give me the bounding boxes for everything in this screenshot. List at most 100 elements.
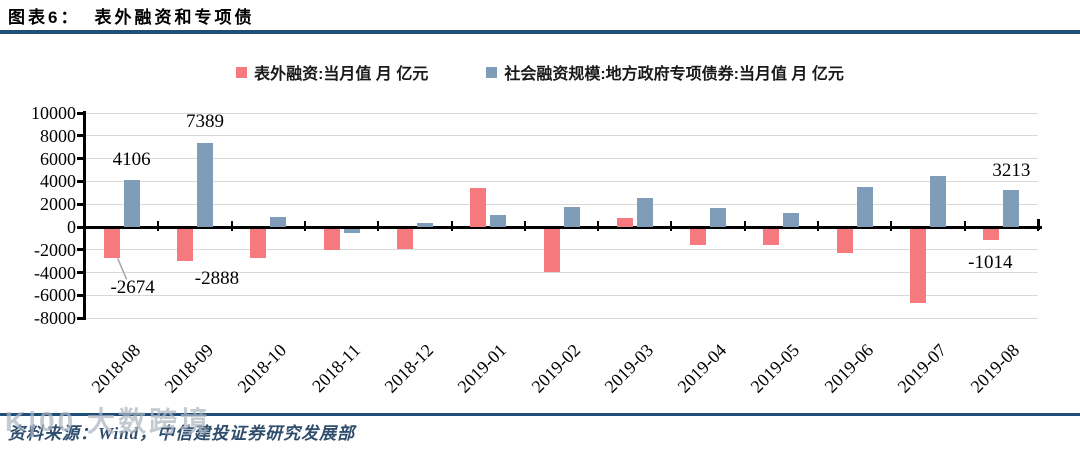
y-axis-label: -8000 (34, 308, 76, 329)
gridline (85, 272, 1038, 274)
y-axis-label: 0 (67, 217, 76, 237)
x-axis-label: 2019-06 (820, 340, 877, 397)
bar-specialbond (343, 229, 360, 233)
bar-specialbond (856, 186, 873, 227)
watermark: K|00 大数跨境 (5, 406, 211, 437)
x-axis-label: 2018-09 (160, 340, 218, 397)
y-axis-tick (77, 202, 85, 206)
y-axis-label: 8000 (40, 125, 76, 146)
x-axis-tick (597, 221, 600, 231)
x-axis-label: 2018-11 (307, 340, 364, 397)
x-axis-label: 2019-07 (893, 340, 951, 397)
chart-legend: 表外融资:当月值 月 亿元 社会融资规模:地方政府专项债券:当月值 月 亿元 (0, 60, 1080, 84)
gridline (85, 158, 1038, 160)
x-axis-label: 2018-10 (233, 340, 291, 397)
legend-item-label: 表外融资:当月值 月 亿元 (254, 66, 429, 83)
x-axis-label: 2019-02 (527, 340, 584, 397)
data-label: 3213 (992, 160, 1031, 182)
x-axis-tick (523, 221, 526, 231)
y-axis-label: 2000 (40, 194, 76, 215)
bar-outofbalance (616, 217, 633, 227)
y-axis-tick (77, 134, 85, 138)
bar-specialbond (710, 207, 727, 227)
x-axis-line (83, 226, 1042, 229)
bar-outofbalance (396, 229, 413, 249)
x-axis-label: 2019-01 (453, 340, 511, 397)
leader-line (116, 258, 128, 280)
y-axis-tick (77, 157, 85, 161)
bar-specialbond (270, 217, 287, 227)
x-axis-label: 2019-04 (673, 340, 731, 397)
y-axis-label: 4000 (40, 171, 76, 192)
y-axis-label: -4000 (34, 262, 76, 283)
bar-outofbalance (543, 229, 560, 273)
figure-number: 图表6： (8, 8, 81, 27)
legend-item-0: 表外融资:当月值 月 亿元 (236, 60, 428, 84)
bar-outofbalance (836, 229, 853, 254)
data-label: -2888 (194, 267, 240, 289)
y-axis-line (83, 111, 86, 320)
bar-outofbalance (983, 229, 1000, 240)
x-axis-tick (743, 221, 746, 231)
x-axis-label: 2018-08 (87, 340, 144, 397)
y-axis-tick (77, 316, 85, 320)
x-axis-end-tick (1037, 219, 1040, 230)
bar-outofbalance (250, 229, 267, 259)
bar-specialbond (1003, 190, 1020, 227)
y-axis-tick (77, 225, 85, 229)
legend-swatch-icon (486, 66, 498, 78)
bar-specialbond (636, 198, 653, 227)
y-axis-tick (77, 293, 85, 297)
x-axis-label: 2019-03 (600, 340, 657, 397)
legend-item-label: 社会融资规模:地方政府专项债券:当月值 月 亿元 (504, 66, 844, 83)
bottom-divider (0, 413, 1080, 416)
y-axis-label: 6000 (40, 148, 76, 169)
source-note: 资料来源：Wind，中信建投证券研究发展部 (8, 424, 356, 443)
gridline (85, 135, 1038, 137)
x-axis-tick (670, 221, 673, 231)
x-axis-tick (230, 221, 233, 231)
gridline (85, 294, 1038, 296)
y-axis-tick (77, 248, 85, 252)
y-axis-tick (77, 271, 85, 275)
bar-outofbalance (910, 229, 927, 304)
data-label: 7389 (185, 110, 224, 132)
bar-specialbond (783, 213, 800, 227)
bar-outofbalance (470, 187, 487, 227)
gridline (85, 112, 1038, 114)
y-axis-tick (77, 111, 85, 115)
bar-specialbond (196, 142, 213, 227)
bar-specialbond (930, 176, 947, 227)
x-axis-label: 2018-12 (380, 340, 438, 397)
bar-specialbond (123, 180, 140, 227)
y-axis-label: -2000 (34, 239, 76, 260)
top-divider (0, 30, 1080, 34)
data-label: -1014 (968, 251, 1013, 273)
x-axis-label: 2019-08 (966, 340, 1024, 397)
legend-item-1: 社会融资规模:地方政府专项债券:当月值 月 亿元 (486, 60, 844, 84)
bar-outofbalance (690, 229, 707, 246)
x-axis-tick (303, 221, 306, 231)
x-axis-tick (890, 221, 893, 231)
chart-header: 图表6： 表外融资和专项债 (8, 3, 254, 28)
gridline (85, 180, 1038, 182)
bar-outofbalance (323, 229, 340, 250)
x-axis-tick (963, 221, 966, 231)
bar-specialbond (563, 206, 580, 227)
bar-outofbalance (103, 229, 120, 259)
x-axis-tick (377, 221, 380, 231)
gridline (85, 249, 1038, 251)
x-axis-tick (817, 221, 820, 231)
page-title: 表外融资和专项债 (94, 8, 255, 27)
bar-outofbalance (763, 229, 780, 246)
x-axis-tick (450, 221, 453, 231)
gridline (85, 203, 1038, 205)
bar-outofbalance (176, 229, 193, 261)
legend-swatch-icon (236, 66, 248, 78)
gridline (85, 317, 1038, 319)
x-axis-tick (157, 221, 160, 231)
y-axis-tick (77, 179, 85, 183)
data-label: 4106 (112, 149, 151, 171)
y-axis-label: 10000 (31, 103, 76, 124)
